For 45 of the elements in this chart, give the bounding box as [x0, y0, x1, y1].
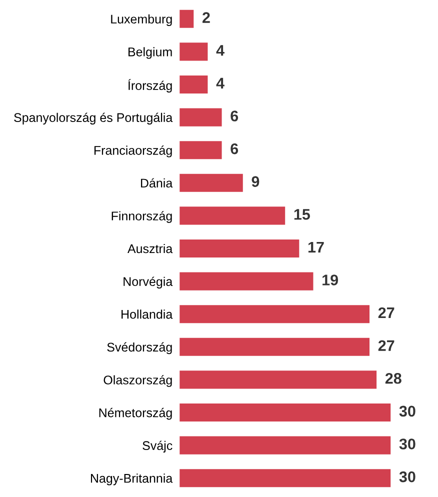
- bar: [180, 436, 391, 454]
- y-tick-label: Norvégia: [124, 276, 173, 288]
- bar: [180, 108, 222, 126]
- data-label: 6: [230, 110, 238, 122]
- bar: [180, 403, 391, 422]
- y-tick-label: Svédország: [107, 342, 172, 354]
- data-label: 9: [252, 176, 260, 187]
- y-tick-label: Olaszország: [104, 375, 172, 387]
- bar: [180, 338, 370, 356]
- y-tick-label: Svájc: [142, 440, 172, 453]
- data-label: 6: [230, 143, 238, 154]
- bar: [180, 206, 286, 225]
- y-tick-label: Írország: [128, 79, 172, 93]
- data-label: 30: [399, 471, 416, 482]
- bar: [180, 174, 243, 192]
- data-label: 4: [216, 78, 224, 88]
- bar: [180, 370, 377, 389]
- data-label: 30: [399, 406, 416, 417]
- data-label: 2: [202, 12, 210, 23]
- bar: [180, 239, 300, 258]
- y-tick-label: Spanyolország és Portugália: [14, 112, 173, 124]
- data-label: 4: [216, 45, 224, 56]
- y-tick-label: Nagy-Britannia: [90, 474, 173, 486]
- data-label: 28: [385, 372, 402, 384]
- bar: [180, 272, 314, 290]
- y-tick-label: Hollandia: [122, 310, 173, 319]
- data-label: 19: [322, 274, 338, 286]
- y-tick-label: Németország: [99, 408, 172, 420]
- data-label: 27: [378, 340, 394, 351]
- y-tick-label: Ausztria: [128, 244, 173, 254]
- data-label: 27: [378, 307, 394, 318]
- data-label: 15: [294, 209, 310, 220]
- bar: [180, 469, 391, 488]
- y-tick-label: Dánia: [141, 178, 173, 188]
- bar: [180, 141, 222, 160]
- bar: [180, 42, 208, 61]
- y-tick-label: Franciaország: [94, 145, 172, 158]
- y-tick-label: Luxemburg: [111, 14, 172, 26]
- data-label: 17: [308, 242, 324, 252]
- y-tick-label: Belgium: [128, 47, 172, 59]
- y-tick-label: Finnország: [112, 211, 172, 223]
- data-label: 30: [399, 438, 416, 450]
- bar: [180, 305, 370, 324]
- bar: [180, 75, 208, 94]
- bar: [180, 10, 194, 28]
